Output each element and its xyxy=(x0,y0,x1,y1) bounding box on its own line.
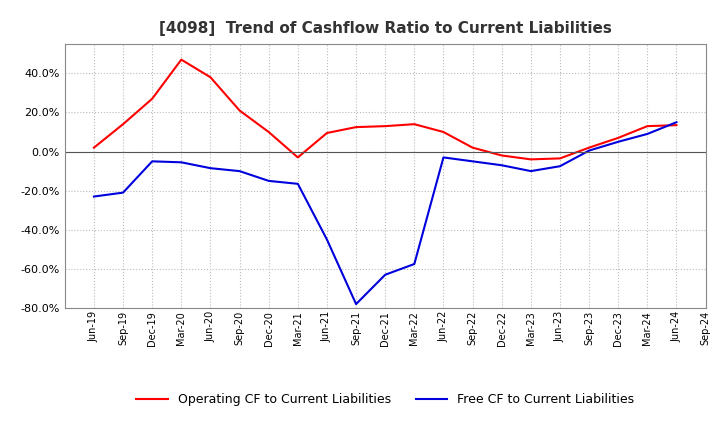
Operating CF to Current Liabilities xyxy=(498,153,506,158)
Operating CF to Current Liabilities xyxy=(439,129,448,135)
Free CF to Current Liabilities xyxy=(294,181,302,187)
Operating CF to Current Liabilities xyxy=(148,96,156,101)
Operating CF to Current Liabilities xyxy=(177,57,186,62)
Free CF to Current Liabilities xyxy=(381,272,390,277)
Free CF to Current Liabilities xyxy=(235,169,244,174)
Operating CF to Current Liabilities xyxy=(614,135,623,140)
Operating CF to Current Liabilities xyxy=(119,121,127,127)
Operating CF to Current Liabilities xyxy=(89,145,98,150)
Operating CF to Current Liabilities xyxy=(643,124,652,129)
Free CF to Current Liabilities xyxy=(89,194,98,199)
Legend: Operating CF to Current Liabilities, Free CF to Current Liabilities: Operating CF to Current Liabilities, Fre… xyxy=(131,388,639,411)
Free CF to Current Liabilities xyxy=(672,120,681,125)
Free CF to Current Liabilities xyxy=(177,160,186,165)
Free CF to Current Liabilities xyxy=(439,155,448,160)
Operating CF to Current Liabilities xyxy=(352,125,361,130)
Operating CF to Current Liabilities xyxy=(294,155,302,160)
Operating CF to Current Liabilities xyxy=(556,156,564,161)
Free CF to Current Liabilities xyxy=(498,163,506,168)
Free CF to Current Liabilities xyxy=(264,178,273,183)
Free CF to Current Liabilities xyxy=(614,139,623,144)
Line: Operating CF to Current Liabilities: Operating CF to Current Liabilities xyxy=(94,60,677,159)
Free CF to Current Liabilities xyxy=(643,131,652,136)
Free CF to Current Liabilities xyxy=(323,237,331,242)
Free CF to Current Liabilities xyxy=(585,148,593,153)
Free CF to Current Liabilities xyxy=(119,190,127,195)
Operating CF to Current Liabilities xyxy=(585,145,593,150)
Free CF to Current Liabilities xyxy=(352,301,361,307)
Free CF to Current Liabilities xyxy=(556,164,564,169)
Title: [4098]  Trend of Cashflow Ratio to Current Liabilities: [4098] Trend of Cashflow Ratio to Curren… xyxy=(159,21,611,36)
Operating CF to Current Liabilities xyxy=(381,124,390,129)
Operating CF to Current Liabilities xyxy=(264,129,273,135)
Operating CF to Current Liabilities xyxy=(235,108,244,113)
Free CF to Current Liabilities xyxy=(526,169,535,174)
Operating CF to Current Liabilities xyxy=(206,75,215,80)
Operating CF to Current Liabilities xyxy=(323,130,331,136)
Free CF to Current Liabilities xyxy=(148,159,156,164)
Free CF to Current Liabilities xyxy=(206,165,215,171)
Line: Free CF to Current Liabilities: Free CF to Current Liabilities xyxy=(94,122,677,304)
Operating CF to Current Liabilities xyxy=(468,145,477,150)
Free CF to Current Liabilities xyxy=(410,261,418,267)
Free CF to Current Liabilities xyxy=(468,159,477,164)
Operating CF to Current Liabilities xyxy=(410,121,418,127)
Operating CF to Current Liabilities xyxy=(526,157,535,162)
Operating CF to Current Liabilities xyxy=(672,122,681,128)
